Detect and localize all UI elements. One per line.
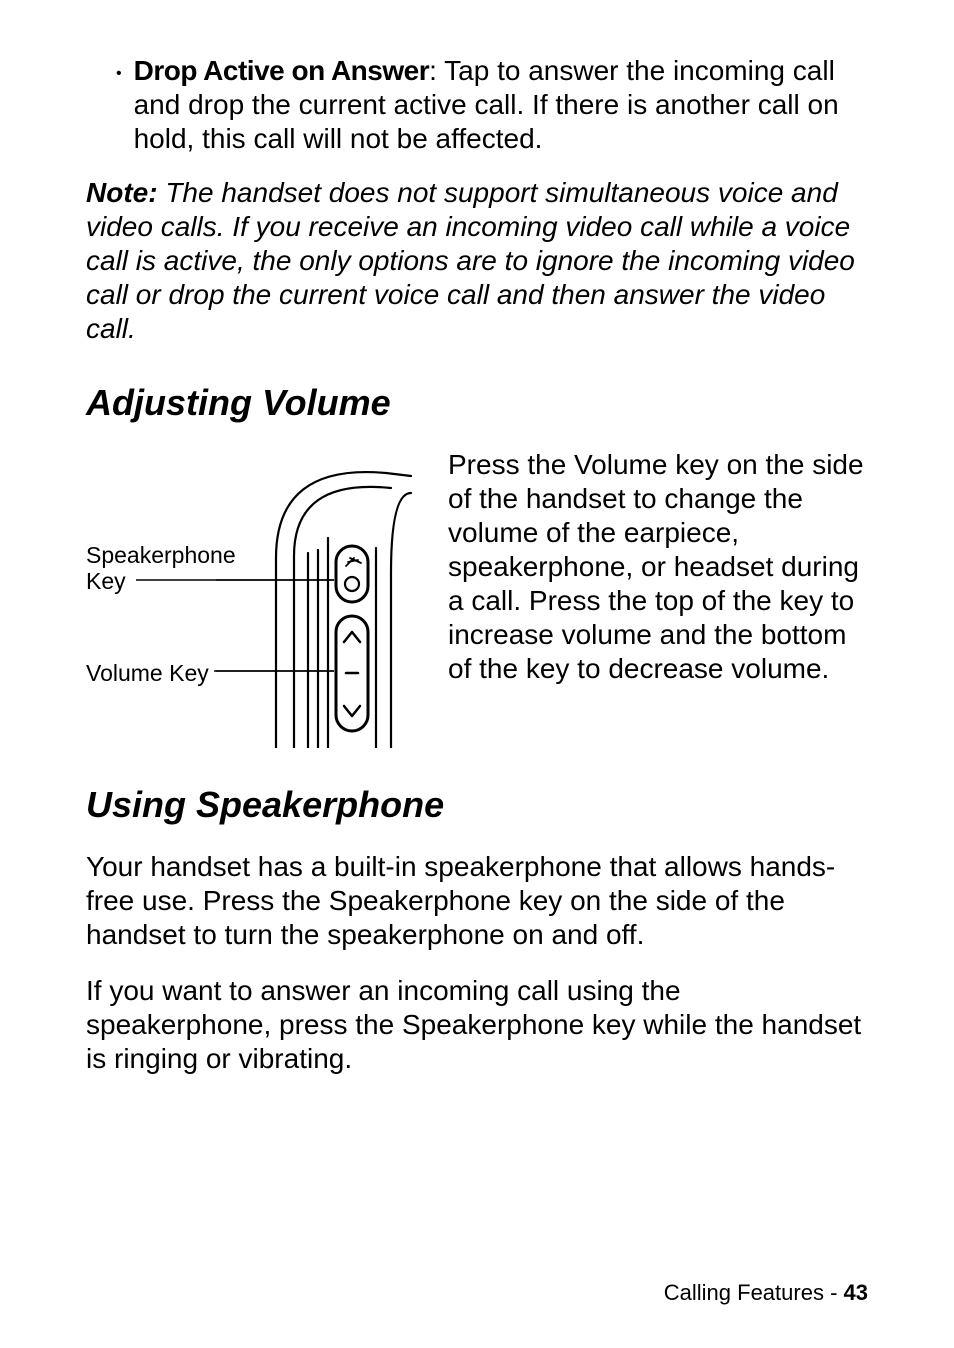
- adjusting-volume-paragraph: Press the Volume key on the side of the …: [426, 448, 868, 748]
- footer-page-number: 43: [844, 1280, 868, 1305]
- bullet-text-container: Drop Active on Answer: Tap to answer the…: [134, 54, 868, 156]
- leader-lines-svg: [86, 448, 426, 748]
- page-footer: Calling Features - 43: [664, 1280, 868, 1306]
- bullet-marker: •: [116, 56, 122, 156]
- bullet-label: Drop Active on Answer: [134, 55, 429, 86]
- bullet-item: • Drop Active on Answer: Tap to answer t…: [116, 54, 868, 156]
- heading-using-speakerphone: Using Speakerphone: [86, 784, 868, 826]
- footer-section-name: Calling Features -: [664, 1280, 844, 1305]
- note-text: The handset does not support simultaneou…: [86, 177, 855, 344]
- speakerphone-paragraph-1: Your handset has a built-in speakerphone…: [86, 850, 868, 952]
- handset-diagram: Speakerphone Key Volume Key: [86, 448, 426, 748]
- note-label: Note:: [86, 177, 158, 208]
- note-block: Note: The handset does not support simul…: [86, 176, 868, 346]
- adjusting-volume-section: Speakerphone Key Volume Key: [86, 448, 868, 748]
- speakerphone-paragraph-2: If you want to answer an incoming call u…: [86, 974, 868, 1076]
- heading-adjusting-volume: Adjusting Volume: [86, 382, 868, 424]
